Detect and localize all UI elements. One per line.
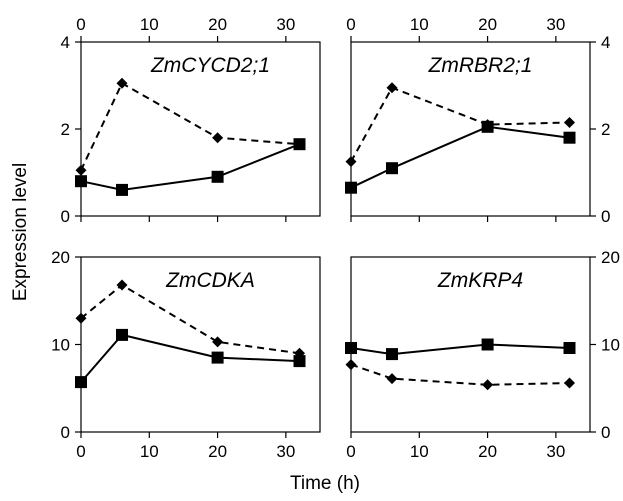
x-tick-label: 20: [478, 442, 497, 461]
data-point-square: [293, 355, 306, 368]
data-point-square: [116, 328, 128, 341]
x-tick-label-top: 10: [410, 15, 429, 34]
y-tick-label: 0: [61, 207, 70, 226]
y-tick-label: 0: [601, 207, 610, 226]
x-tick-label-top: 20: [208, 15, 227, 34]
data-point-diamond: [345, 359, 357, 371]
x-tick-label: 0: [346, 442, 355, 461]
panel-4: 0 10 20 30 0 10 20 ZmKRP4: [345, 248, 620, 461]
y-tick-label: 2: [61, 120, 70, 139]
data-point-diamond: [294, 138, 305, 150]
panel-3: 0 10 20 30 0 10 20 ZmCDKA: [51, 248, 321, 461]
data-point-diamond: [75, 312, 87, 324]
x-tick-label-top: 10: [140, 15, 159, 34]
series-line-dashed: [350, 363, 570, 386]
data-point-diamond: [386, 373, 398, 385]
x-tick-label-top: 30: [276, 15, 295, 34]
panel-1: 0 10 20 30 0 2 4 ZmCYCD2;1: [61, 15, 321, 226]
data-point-diamond: [482, 119, 494, 131]
y-tick-label: 4: [61, 33, 70, 52]
data-point-square: [563, 131, 576, 144]
data-point-square: [211, 170, 224, 183]
x-tick-label-top: 30: [546, 15, 565, 34]
data-point-diamond: [294, 347, 305, 359]
data-point-square: [211, 351, 224, 364]
data-point-diamond: [386, 82, 398, 94]
data-point-square: [563, 342, 576, 354]
data-point-diamond: [345, 156, 357, 168]
data-point-diamond: [564, 117, 575, 128]
series-line-solid: [80, 143, 300, 191]
y-tick-label: 10: [601, 336, 620, 355]
x-tick-label-top: 20: [478, 15, 497, 34]
y-axis-title: Expression level: [10, 163, 31, 301]
x-tick-label: 30: [546, 442, 565, 461]
y-tick-label: 4: [601, 33, 610, 52]
series-line-solid: [350, 125, 570, 189]
data-point-square: [386, 348, 398, 361]
data-point-diamond: [564, 377, 575, 389]
data-point-square: [481, 338, 494, 351]
y-tick-label: 20: [601, 248, 620, 267]
data-point-diamond: [482, 379, 494, 391]
panel-title: ZmCYCD2;1: [150, 54, 270, 77]
data-point-diamond: [116, 279, 128, 291]
series-line-dashed: [80, 283, 300, 355]
panel-title: ZmRBR2;1: [428, 54, 533, 77]
panel-title: ZmKRP4: [437, 269, 523, 292]
data-point-diamond: [116, 77, 128, 89]
x-tick-label: 10: [410, 442, 429, 461]
panel-title: ZmCDKA: [165, 269, 255, 292]
x-axis-title: Time (h): [290, 473, 360, 494]
data-point-diamond: [212, 132, 224, 144]
series-line-solid: [350, 343, 570, 356]
y-tick-label: 0: [601, 423, 610, 442]
series-line-dashed: [80, 81, 300, 171]
data-point-square: [75, 376, 87, 389]
series-line-dashed: [350, 86, 570, 163]
data-point-diamond: [212, 336, 224, 348]
series-line-solid: [80, 333, 300, 383]
data-point-square: [345, 342, 357, 354]
x-tick-label-top: 0: [76, 15, 85, 34]
x-tick-label: 20: [208, 442, 227, 461]
x-tick-label: 10: [140, 442, 159, 461]
x-tick-label-top: 0: [346, 15, 355, 34]
data-point-square: [75, 175, 87, 188]
y-tick-label: 2: [601, 120, 610, 139]
y-tick-label: 20: [51, 248, 70, 267]
data-point-square: [386, 162, 398, 175]
data-point-square: [116, 183, 128, 196]
data-point-square: [345, 181, 357, 194]
panels: 0 10 20 30 0 2 4 ZmCYCD2;1 0 10 20 30 0 2 4 ZmRBR2;1 0 10…: [51, 15, 620, 461]
x-tick-label: 0: [76, 442, 85, 461]
y-tick-label: 10: [51, 336, 70, 355]
panel-2: 0 10 20 30 0 2 4 ZmRBR2;1: [345, 15, 610, 226]
x-tick-label: 30: [276, 442, 295, 461]
y-tick-label: 0: [61, 423, 70, 442]
data-point-diamond: [75, 164, 87, 176]
